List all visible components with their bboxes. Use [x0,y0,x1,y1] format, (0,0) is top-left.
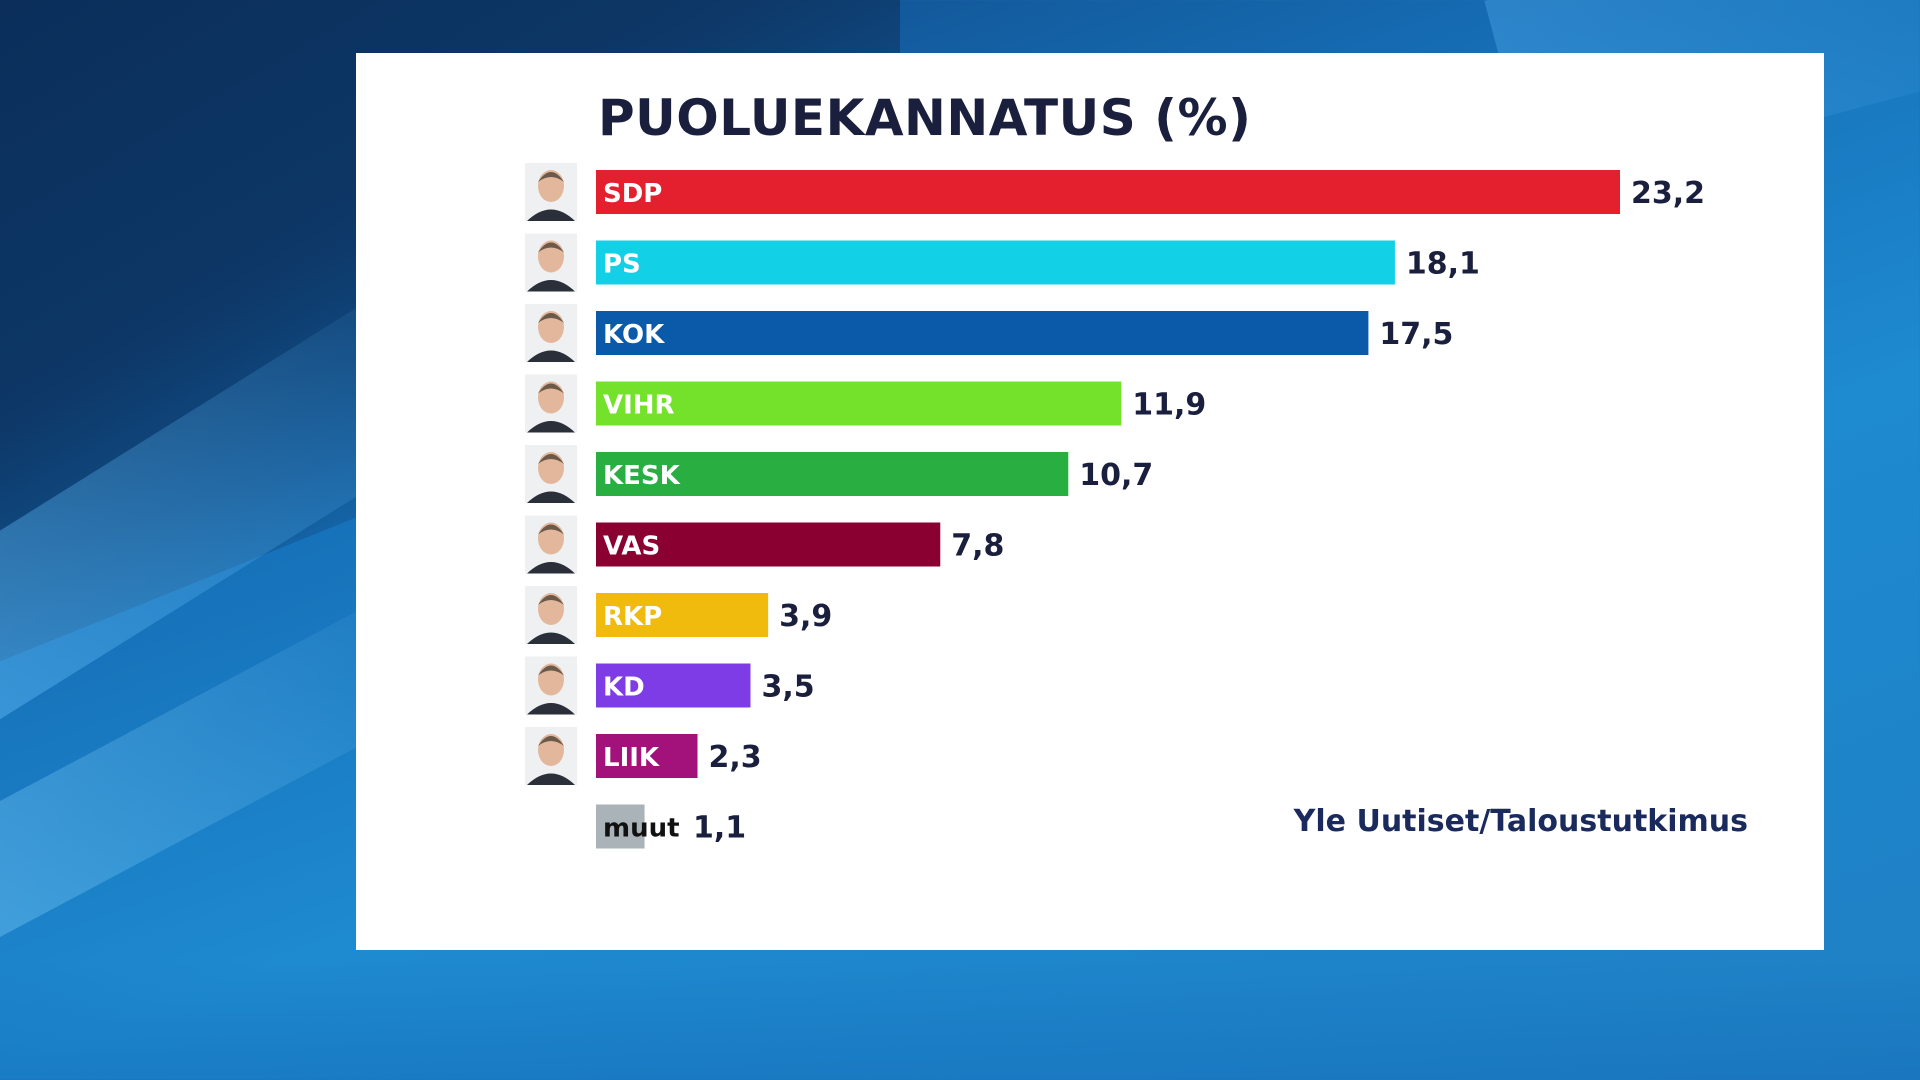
bar [596,311,1369,355]
portrait-shoulders [527,491,575,503]
bar-value-label: 10,7 [1079,458,1153,493]
portrait-shoulders [527,562,575,574]
bar-category-label: KD [603,673,645,703]
bar-value-label: 23,2 [1631,176,1705,211]
leader-portrait-icon [525,515,577,574]
bar [596,804,645,849]
bar-value-label: 3,9 [779,599,832,634]
leader-portrait-icon [525,656,577,715]
bar-chart: SDP 23,2 PS 18,1 KOK 17,5 VIHR 11,9 KESK 10,7 VAS 7… [525,163,1705,849]
portrait-shoulders [527,280,575,292]
leader-portrait-icon [525,727,577,785]
portrait-hair [538,383,564,394]
leader-portrait-icon [525,233,577,292]
portrait-hair [538,313,564,323]
portrait-hair [538,595,564,605]
bar [596,381,1122,426]
portrait-shoulders [527,703,575,715]
leader-portrait-icon [525,445,577,503]
source-credit: Yle Uutiset/Taloustutkimus [1293,804,1748,839]
portrait-shoulders [527,350,575,362]
portrait-hair [538,454,564,464]
bar-category-label: KESK [603,461,681,491]
bar-value-label: 7,8 [951,529,1004,564]
leader-portrait-icon [525,586,577,644]
portrait-hair [538,736,564,746]
portrait-hair [538,172,564,182]
leader-portrait-icon [525,374,577,433]
portrait-hair [538,242,564,253]
portrait-shoulders [527,421,575,433]
background-bottom-band [0,960,1920,1080]
bar-category-label: RKP [603,602,662,632]
bar-value-label: 17,5 [1379,317,1453,352]
bar-value-label: 11,9 [1132,388,1206,423]
bar-value-label: 3,5 [761,670,814,705]
chart-panel: PUOLUEKANNATUS (%) SDP 23,2 PS 18,1 KOK 17,5 V… [356,53,1824,950]
portrait-shoulders [527,209,575,221]
bar [596,170,1620,214]
portrait-hair [538,665,564,676]
portrait-hair [538,524,564,535]
bar-category-label: PS [603,250,641,280]
bar-category-label: VIHR [603,391,675,421]
bar-category-label: LIIK [603,743,660,773]
bar-category-label: SDP [603,179,662,209]
chart-title: PUOLUEKANNATUS (%) [598,89,1252,147]
portrait-shoulders [527,773,575,785]
leader-portrait-icon [525,304,577,362]
bar [596,452,1069,496]
bar-category-label: muut [603,814,680,844]
bar-category-label: VAS [603,532,660,562]
bar [596,663,751,708]
leader-portrait-icon [525,163,577,221]
bar-value-label: 2,3 [709,740,762,775]
bar [596,593,769,637]
portrait-shoulders [527,632,575,644]
bar [596,522,941,567]
bar-value-label: 1,1 [693,811,746,846]
bar-category-label: KOK [603,320,665,350]
bar-value-label: 18,1 [1406,247,1480,282]
bar [596,734,698,778]
bar [596,240,1395,285]
